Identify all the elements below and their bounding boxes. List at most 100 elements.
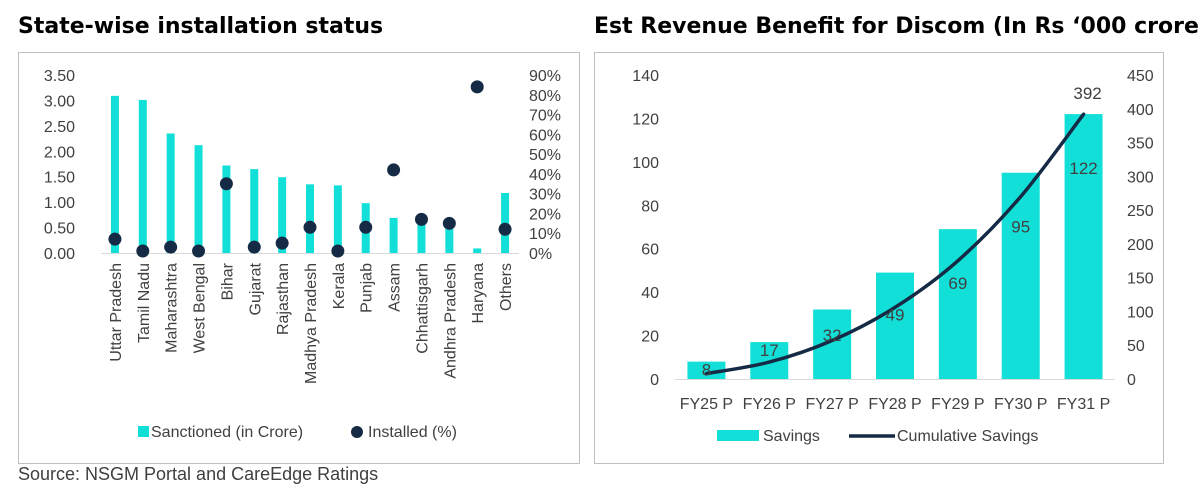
savings-bar: [938, 229, 977, 379]
sanctioned-bar: [473, 248, 482, 253]
y-left-tick: 3.50: [44, 68, 75, 85]
x-tick-label: Haryana: [470, 263, 487, 324]
y-right-tick: 250: [1127, 203, 1154, 220]
legend-savings-swatch: [717, 430, 759, 441]
sanctioned-bar: [445, 225, 454, 253]
x-tick-label: Others: [498, 263, 515, 311]
y-left-tick: 80: [641, 198, 659, 215]
y-right-tick: 40%: [529, 167, 561, 184]
sanctioned-bar: [110, 95, 119, 253]
installed-dot: [192, 244, 206, 258]
sanctioned-bar: [166, 133, 175, 253]
installed-dot: [498, 222, 512, 236]
x-tick-label: Rajasthan: [275, 263, 292, 335]
y-right-tick: 450: [1127, 68, 1154, 85]
y-right-tick: 20%: [529, 206, 561, 223]
savings-value-label: 8: [702, 361, 711, 380]
left-chart: 0.00 0.50 1.00 1.50 2.00 2.50 3.00 3.50 0% 10% 20%…: [44, 68, 561, 441]
x-tick-label: FY31 P: [1057, 396, 1110, 413]
installed-dot: [470, 80, 484, 94]
y-right-tick: 350: [1127, 136, 1154, 153]
sanctioned-bar: [278, 177, 287, 253]
y-right-tick: 200: [1127, 237, 1154, 254]
y-right-tick: 400: [1127, 102, 1154, 119]
savings-value-label: 32: [823, 326, 842, 345]
savings-bar: [1064, 114, 1103, 380]
x-tick-label: Tamil Nadu: [136, 263, 153, 343]
right-chart: 0 20 40 60 80 100 120 140 0 50 100 150 200 250 300 350 4…: [632, 68, 1154, 445]
installed-dot: [164, 240, 178, 254]
y-left-tick: 0.50: [44, 221, 75, 238]
y-left-tick: 60: [641, 242, 659, 259]
y-right-tick: 50: [1127, 338, 1145, 355]
y-right-tick: 30%: [529, 187, 561, 204]
y-left-tick: 1.00: [44, 195, 75, 212]
x-tick-label: FY25 P: [680, 396, 733, 413]
y-right-tick: 300: [1127, 169, 1154, 186]
installed-dot: [108, 232, 122, 246]
installed-dot: [387, 163, 401, 177]
installed-dot: [414, 212, 428, 226]
legend-cumulative-label: Cumulative Savings: [897, 428, 1038, 445]
left-chart-panel: 0.00 0.50 1.00 1.50 2.00 2.50 3.00 3.50 0% 10% 20%…: [18, 52, 580, 464]
y-right-tick: 80%: [529, 88, 561, 105]
sanctioned-bar: [417, 221, 426, 253]
legend-savings-label: Savings: [763, 428, 820, 445]
savings-bar: [876, 272, 914, 379]
x-tick-label: FY27 P: [805, 396, 858, 413]
x-tick-label: Assam: [387, 263, 404, 312]
savings-bar: [687, 361, 726, 379]
cumulative-savings-line: [704, 112, 1086, 376]
sanctioned-bar: [306, 184, 314, 253]
x-tick-label: FY30 P: [994, 396, 1047, 413]
x-tick-label: Chhattisgarh: [414, 263, 431, 354]
sanctioned-bar: [194, 145, 203, 253]
y-right-tick: 90%: [529, 68, 561, 85]
legend-installed-label: Installed (%): [368, 424, 457, 441]
x-tick-label: Uttar Pradesh: [108, 263, 125, 362]
y-right-tick: 70%: [529, 108, 561, 125]
right-chart-panel: 0 20 40 60 80 100 120 140 0 50 100 150 200 250 300 350 4…: [594, 52, 1164, 464]
y-right-tick: 10%: [529, 226, 561, 243]
y-left-tick: 2.50: [44, 119, 75, 136]
x-tick-label: Punjab: [359, 263, 376, 313]
y-right-tick: 150: [1127, 271, 1154, 288]
y-left-tick: 3.00: [44, 93, 75, 110]
y-left-tick: 2.00: [44, 144, 75, 161]
y-left-tick: 120: [632, 111, 659, 128]
legend-sanctioned-swatch: [138, 426, 149, 437]
y-left-tick: 0: [650, 372, 659, 389]
installed-dot: [303, 220, 317, 234]
savings-value-label: 122: [1069, 159, 1097, 178]
sanctioned-bar: [333, 185, 342, 253]
x-tick-label: FY26 P: [743, 396, 796, 413]
savings-value-label: 95: [1011, 218, 1030, 237]
y-left-tick: 20: [641, 329, 659, 346]
x-tick-label: FY29 P: [931, 396, 984, 413]
installed-dot: [331, 244, 345, 258]
x-tick-label: Madhya Pradesh: [303, 263, 320, 384]
installed-dot: [136, 244, 150, 258]
sanctioned-bar: [250, 169, 259, 253]
sanctioned-bar: [389, 217, 398, 253]
installed-dot: [219, 177, 233, 191]
y-right-tick: 50%: [529, 147, 561, 164]
y-left-tick: 1.50: [44, 170, 75, 187]
sanctioned-bar: [222, 165, 231, 253]
sanctioned-bar: [138, 99, 147, 253]
installed-dot: [275, 236, 289, 250]
y-left-tick: 0.00: [44, 246, 75, 263]
cumulative-end-label: 392: [1073, 84, 1101, 103]
y-left-tick: 100: [632, 155, 659, 172]
savings-value-label: 49: [886, 305, 905, 324]
savings-value-label: 69: [948, 274, 967, 293]
legend-installed-marker: [351, 426, 363, 438]
y-right-tick: 0: [1127, 372, 1136, 389]
installed-dot: [442, 216, 456, 230]
left-chart-title: State-wise installation status: [18, 14, 384, 39]
right-chart-title: Est Revenue Benefit for Discom (In Rs ‘0…: [594, 14, 1200, 39]
savings-value-label: 17: [760, 341, 779, 360]
x-tick-label: West Bengal: [192, 263, 209, 353]
y-right-tick: 100: [1127, 304, 1154, 321]
x-tick-label: Gujarat: [247, 262, 264, 315]
